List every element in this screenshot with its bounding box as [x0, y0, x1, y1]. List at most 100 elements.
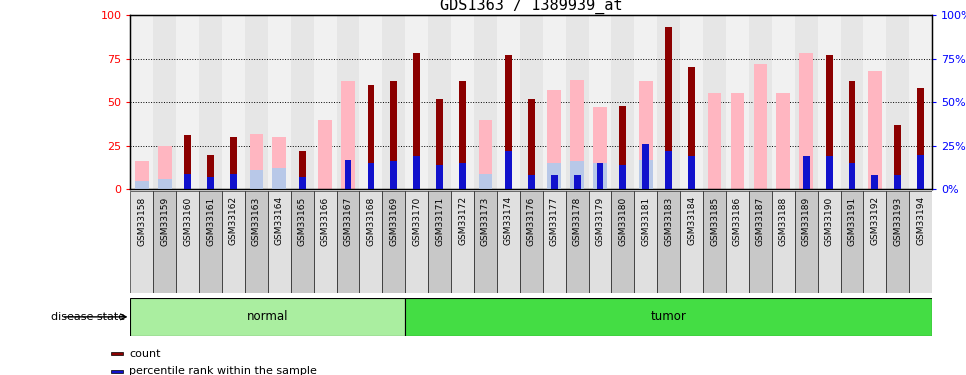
- Bar: [726, 15, 749, 189]
- Text: GSM33180: GSM33180: [618, 196, 628, 246]
- Bar: [451, 15, 474, 189]
- Bar: [657, 15, 680, 189]
- Text: GSM33160: GSM33160: [184, 196, 192, 246]
- Bar: [437, 99, 443, 189]
- Bar: [639, 160, 653, 189]
- Text: count: count: [129, 349, 161, 358]
- Bar: [406, 15, 428, 189]
- Bar: [230, 174, 237, 189]
- Text: GSM33164: GSM33164: [274, 196, 284, 246]
- Bar: [245, 191, 268, 292]
- Bar: [474, 15, 497, 189]
- Bar: [230, 137, 237, 189]
- Bar: [298, 177, 305, 189]
- Bar: [359, 15, 383, 189]
- Bar: [428, 15, 451, 189]
- Bar: [111, 369, 124, 373]
- Bar: [593, 107, 607, 189]
- Bar: [413, 156, 420, 189]
- Bar: [245, 15, 268, 189]
- Bar: [130, 15, 154, 189]
- Bar: [680, 15, 703, 189]
- Text: disease state: disease state: [51, 312, 126, 322]
- Bar: [588, 191, 611, 292]
- Bar: [249, 170, 264, 189]
- Bar: [611, 191, 635, 292]
- Bar: [909, 191, 932, 292]
- Bar: [817, 15, 840, 189]
- Bar: [406, 298, 932, 336]
- Bar: [520, 15, 543, 189]
- Bar: [666, 151, 672, 189]
- Bar: [753, 64, 767, 189]
- Text: percentile rank within the sample: percentile rank within the sample: [129, 366, 317, 375]
- Text: GSM33187: GSM33187: [755, 196, 765, 246]
- Bar: [666, 27, 672, 189]
- Bar: [222, 191, 245, 292]
- Bar: [185, 135, 191, 189]
- Bar: [635, 15, 657, 189]
- Bar: [268, 191, 291, 292]
- Text: GSM33192: GSM33192: [870, 196, 879, 246]
- Bar: [268, 15, 291, 189]
- Text: GSM33158: GSM33158: [137, 196, 147, 246]
- Text: GSM33188: GSM33188: [779, 196, 788, 246]
- Bar: [918, 154, 924, 189]
- Bar: [611, 15, 635, 189]
- Bar: [868, 71, 882, 189]
- Bar: [703, 191, 726, 292]
- Bar: [157, 179, 172, 189]
- Bar: [505, 151, 512, 189]
- Bar: [566, 15, 588, 189]
- Bar: [840, 15, 864, 189]
- Bar: [207, 177, 214, 189]
- Bar: [390, 81, 397, 189]
- Bar: [336, 15, 359, 189]
- Bar: [527, 176, 535, 189]
- Title: GDS1363 / 1389939_at: GDS1363 / 1389939_at: [440, 0, 622, 13]
- Bar: [135, 162, 149, 189]
- Bar: [176, 15, 199, 189]
- Text: GSM33178: GSM33178: [573, 196, 582, 246]
- Bar: [871, 176, 878, 189]
- Text: GSM33172: GSM33172: [458, 196, 468, 246]
- Bar: [570, 80, 584, 189]
- Bar: [497, 191, 520, 292]
- Text: GSM33194: GSM33194: [916, 196, 925, 246]
- Bar: [111, 352, 124, 356]
- Bar: [887, 191, 909, 292]
- Bar: [428, 191, 451, 292]
- Text: GSM33183: GSM33183: [665, 196, 673, 246]
- Bar: [895, 176, 901, 189]
- Text: normal: normal: [247, 310, 289, 323]
- Text: GSM33177: GSM33177: [550, 196, 558, 246]
- Bar: [749, 15, 772, 189]
- Bar: [848, 163, 856, 189]
- Text: GSM33185: GSM33185: [710, 196, 719, 246]
- Text: GSM33179: GSM33179: [595, 196, 605, 246]
- Bar: [730, 93, 745, 189]
- Bar: [543, 191, 566, 292]
- Bar: [527, 99, 535, 189]
- Bar: [593, 163, 607, 189]
- Bar: [918, 88, 924, 189]
- Bar: [451, 191, 474, 292]
- Text: GSM33169: GSM33169: [389, 196, 398, 246]
- Text: GSM33189: GSM33189: [802, 196, 810, 246]
- Text: GSM33167: GSM33167: [344, 196, 353, 246]
- Bar: [318, 120, 332, 189]
- Bar: [336, 191, 359, 292]
- Bar: [413, 53, 420, 189]
- Bar: [708, 93, 722, 189]
- Bar: [345, 160, 352, 189]
- Text: GSM33190: GSM33190: [825, 196, 834, 246]
- Text: GSM33159: GSM33159: [160, 196, 169, 246]
- Bar: [826, 55, 833, 189]
- Bar: [688, 68, 696, 189]
- Bar: [864, 15, 887, 189]
- Bar: [799, 53, 813, 189]
- Bar: [548, 90, 561, 189]
- Bar: [749, 191, 772, 292]
- Text: GSM33191: GSM33191: [847, 196, 857, 246]
- Text: GSM33186: GSM33186: [733, 196, 742, 246]
